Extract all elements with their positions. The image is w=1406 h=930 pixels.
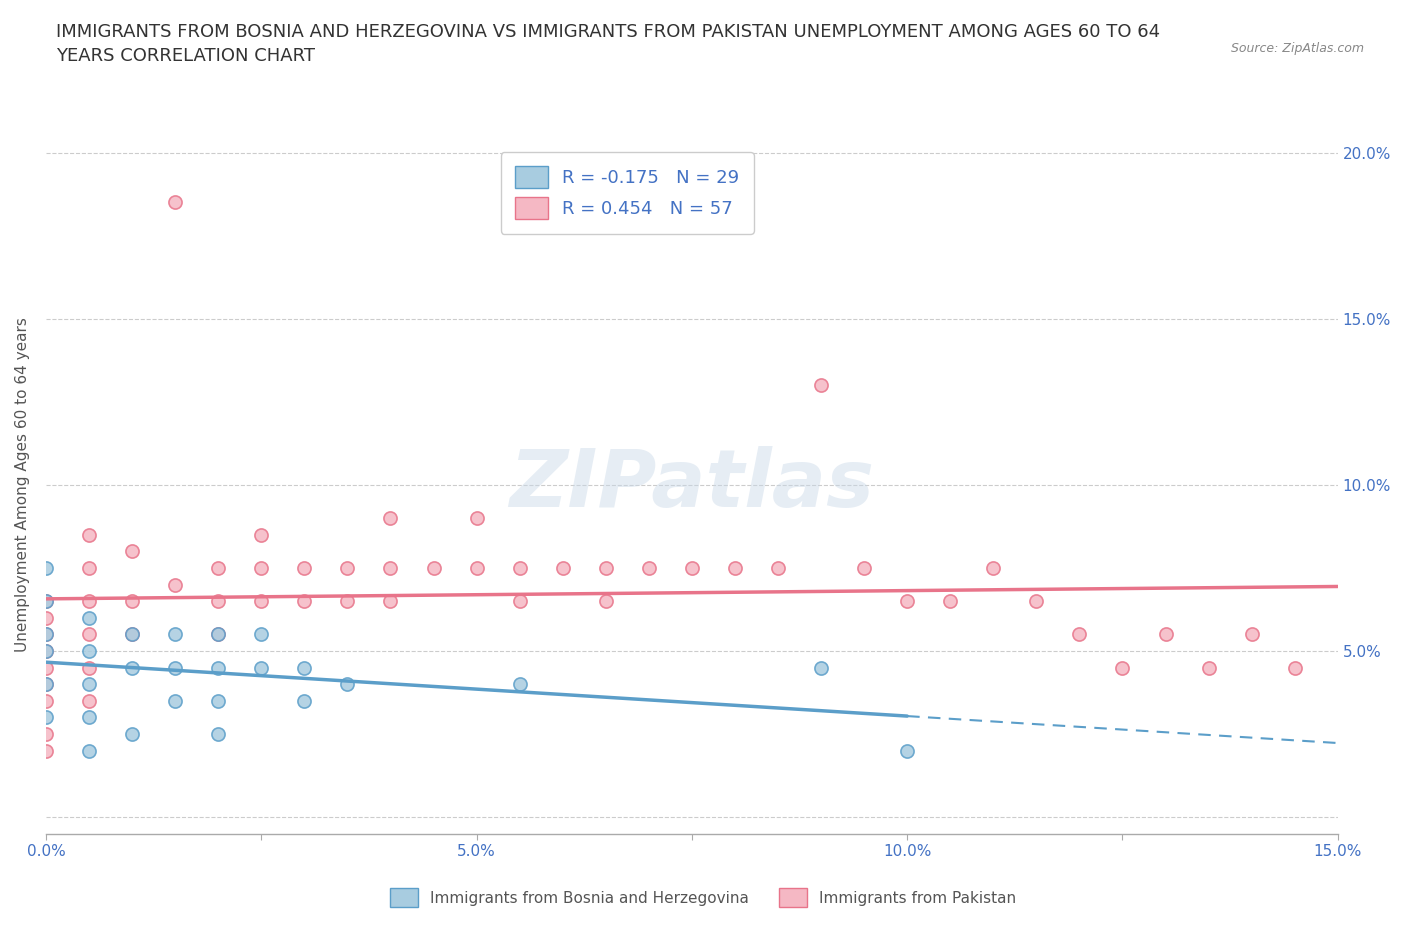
Point [165, 195, 187, 210]
Point [165, 578, 187, 592]
Point [77, 610, 100, 625]
Point [637, 561, 659, 576]
Point [77, 694, 100, 709]
Point [207, 627, 229, 642]
Point [981, 561, 1004, 576]
Point [380, 561, 402, 576]
Point [465, 561, 488, 576]
Point [551, 561, 574, 576]
Point [77, 660, 100, 675]
Point [121, 593, 143, 608]
Point [1198, 660, 1220, 675]
Point [595, 561, 617, 576]
Point [465, 511, 488, 525]
Point [509, 593, 531, 608]
Point [35, 677, 58, 692]
Point [853, 561, 876, 576]
Point [165, 660, 187, 675]
Point [77, 677, 100, 692]
Point [509, 677, 531, 692]
Point [207, 694, 229, 709]
Legend: Immigrants from Bosnia and Herzegovina, Immigrants from Pakistan: Immigrants from Bosnia and Herzegovina, … [384, 883, 1022, 913]
Point [292, 561, 315, 576]
Point [380, 511, 402, 525]
Point [422, 561, 444, 576]
Legend: R = -0.175   N = 29, R = 0.454   N = 57: R = -0.175 N = 29, R = 0.454 N = 57 [501, 152, 754, 233]
Point [165, 694, 187, 709]
Point [35, 593, 58, 608]
Point [35, 660, 58, 675]
Point [35, 561, 58, 576]
Point [77, 644, 100, 658]
Y-axis label: Unemployment Among Ages 60 to 64 years: Unemployment Among Ages 60 to 64 years [15, 317, 30, 652]
Point [292, 660, 315, 675]
Point [336, 561, 359, 576]
Point [250, 593, 273, 608]
Point [121, 544, 143, 559]
Point [1154, 627, 1177, 642]
Point [250, 527, 273, 542]
Point [121, 627, 143, 642]
Point [77, 627, 100, 642]
Point [595, 593, 617, 608]
Point [336, 677, 359, 692]
Point [35, 743, 58, 758]
Point [1284, 660, 1306, 675]
Point [724, 561, 747, 576]
Point [1069, 627, 1091, 642]
Point [77, 527, 100, 542]
Point [896, 743, 918, 758]
Point [35, 644, 58, 658]
Point [35, 710, 58, 724]
Point [77, 561, 100, 576]
Point [810, 378, 832, 392]
Point [292, 694, 315, 709]
Point [681, 561, 703, 576]
Text: ZIPatlas: ZIPatlas [509, 445, 875, 524]
Point [35, 627, 58, 642]
Point [207, 660, 229, 675]
Point [207, 726, 229, 741]
Point [35, 593, 58, 608]
Point [292, 593, 315, 608]
Point [250, 561, 273, 576]
Point [165, 627, 187, 642]
Point [121, 660, 143, 675]
Point [35, 610, 58, 625]
Point [77, 710, 100, 724]
Point [207, 627, 229, 642]
Point [77, 593, 100, 608]
Point [207, 593, 229, 608]
Point [1111, 660, 1133, 675]
Point [896, 593, 918, 608]
Point [250, 660, 273, 675]
Text: Source: ZipAtlas.com: Source: ZipAtlas.com [1230, 42, 1364, 55]
Point [77, 743, 100, 758]
Point [509, 561, 531, 576]
Point [121, 627, 143, 642]
Point [35, 677, 58, 692]
Point [336, 593, 359, 608]
Point [766, 561, 789, 576]
Point [1240, 627, 1263, 642]
Point [250, 627, 273, 642]
Point [207, 561, 229, 576]
Text: IMMIGRANTS FROM BOSNIA AND HERZEGOVINA VS IMMIGRANTS FROM PAKISTAN UNEMPLOYMENT : IMMIGRANTS FROM BOSNIA AND HERZEGOVINA V… [56, 23, 1160, 65]
Point [35, 694, 58, 709]
Point [35, 644, 58, 658]
Point [939, 593, 962, 608]
Point [35, 627, 58, 642]
Point [35, 726, 58, 741]
Point [810, 660, 832, 675]
Point [380, 593, 402, 608]
Point [1025, 593, 1047, 608]
Point [121, 726, 143, 741]
